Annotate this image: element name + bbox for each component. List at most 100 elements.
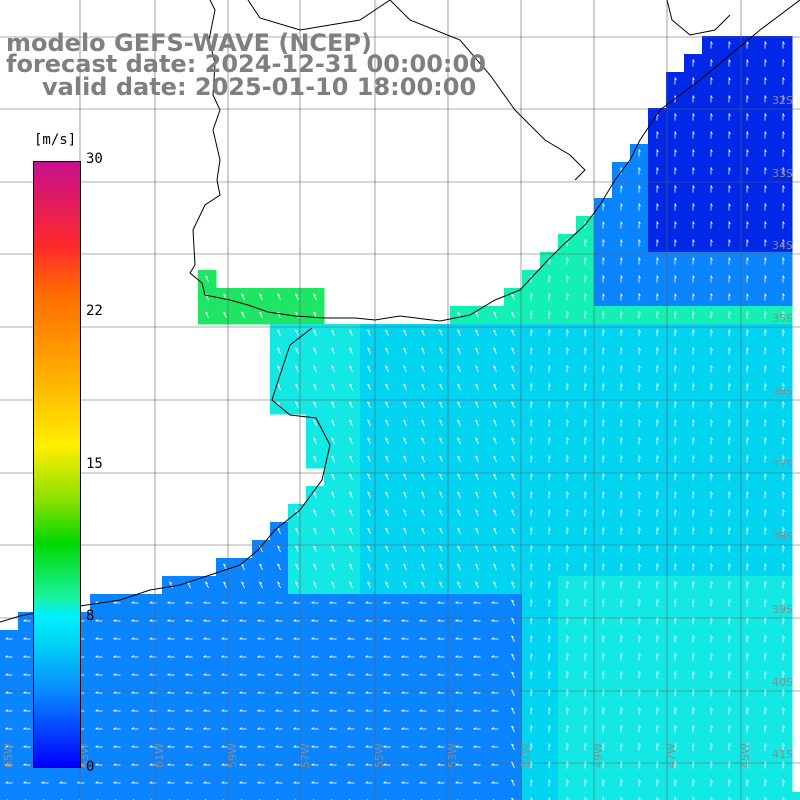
wind-arrow [403, 419, 407, 427]
wind-arrow-head [692, 365, 695, 369]
wind-arrow-head [385, 437, 389, 440]
wind-arrow [511, 329, 515, 337]
wind-speed-cell [90, 792, 109, 800]
wind-arrow-head [584, 509, 587, 513]
wind-arrow-head [728, 365, 731, 369]
wind-arrow-head [530, 509, 533, 513]
wind-arrow-head [257, 763, 261, 766]
wind-arrow-head [656, 257, 659, 261]
wind-speed-cell [594, 792, 613, 800]
wind-arrow-head [602, 275, 605, 279]
wind-arrow-head [311, 727, 315, 730]
wind-arrow-head [331, 581, 335, 584]
wind-arrow-head [383, 673, 387, 676]
wind-speed-cell [180, 792, 199, 800]
wind-arrow-head [764, 725, 767, 729]
wind-arrow-head [692, 563, 695, 567]
wind-speed-cell [324, 792, 343, 800]
wind-arrow-head [437, 673, 441, 676]
wind-arrow-head [710, 743, 713, 747]
wind-arrow-head [548, 653, 551, 657]
wind-arrow-head [401, 727, 405, 730]
wind-arrow-head [710, 365, 713, 369]
wind-speed-cell [144, 792, 163, 800]
wind-arrow-head [728, 383, 731, 387]
wind-arrow-head [566, 437, 569, 441]
wind-arrow-head [295, 509, 299, 512]
wind-arrow-head [475, 527, 479, 530]
wind-arrow-head [367, 347, 371, 350]
wind-arrow-head [259, 563, 263, 566]
wind-arrow-head [746, 527, 749, 531]
wind-arrow-head [674, 419, 677, 423]
wind-arrow-head [511, 311, 515, 314]
wind-arrow [439, 329, 443, 337]
wind-arrow-head [548, 455, 551, 459]
wind-arrow-head [656, 599, 659, 603]
wind-arrow-head [203, 781, 207, 784]
wind-arrow-head [674, 545, 677, 549]
wind-arrow-head [710, 455, 713, 459]
wind-speed-cell [540, 792, 559, 800]
wind-arrow-head [728, 149, 731, 153]
latitude-label: 32S [772, 94, 793, 107]
wind-arrow-head [566, 563, 569, 567]
wind-arrow-head [710, 491, 713, 495]
wind-arrow-head [638, 149, 641, 153]
wind-arrow-head [403, 419, 407, 422]
wind-speed-cell [702, 792, 721, 800]
wind-arrow-head [764, 527, 767, 531]
wind-arrow [277, 311, 281, 319]
wind-arrow-head [295, 401, 299, 404]
wind-arrow-head [455, 763, 459, 766]
wind-arrow-head [566, 527, 569, 531]
wind-arrow-head [511, 437, 515, 440]
wind-arrow-head [473, 673, 477, 676]
wind-arrow-head [455, 727, 459, 730]
wind-arrow-head [349, 401, 353, 404]
wind-arrow-head [692, 473, 695, 477]
wind-arrow-head [746, 185, 749, 189]
wind-arrow-head [566, 257, 569, 261]
wind-speed-cell [198, 792, 217, 800]
wind-arrow [511, 293, 515, 301]
wind-arrow [349, 437, 353, 445]
wind-arrow [421, 419, 425, 427]
wind-arrow-head [728, 779, 731, 783]
wind-arrow-head [473, 691, 477, 694]
wind-arrow-head [239, 745, 243, 748]
wind-arrow-head [746, 365, 749, 369]
wind-arrow-head [692, 419, 695, 423]
wind-arrow [331, 455, 335, 463]
wind-arrow-head [656, 743, 659, 747]
wind-arrow-head [329, 637, 333, 640]
wind-arrow-head [347, 709, 351, 712]
wind-arrow-head [692, 653, 695, 657]
wind-arrow-head [95, 727, 99, 730]
wind-arrow-head [419, 637, 423, 640]
wind-arrow [475, 437, 479, 445]
wind-arrow-head [419, 673, 423, 676]
wind-arrow-head [257, 673, 261, 676]
wind-arrow [331, 401, 335, 409]
wind-arrow-head [728, 275, 731, 279]
wind-speed-cell [288, 792, 307, 800]
wind-arrow-head [638, 419, 641, 423]
wind-arrow-head [383, 781, 387, 784]
wind-arrow-head [746, 779, 749, 783]
wind-arrow-head [638, 599, 641, 603]
wind-arrow-head [710, 599, 713, 603]
wind-arrow-head [746, 545, 749, 549]
wind-speed-cell [468, 792, 487, 800]
wind-arrow-head [275, 673, 279, 676]
wind-arrow-head [365, 673, 369, 676]
wind-arrow-head [421, 527, 425, 530]
wind-arrow-head [23, 619, 27, 622]
wind-arrow-head [167, 763, 171, 766]
wind-arrow-head [620, 257, 623, 261]
wind-arrow-head [674, 149, 677, 153]
wind-arrow-head [493, 509, 497, 512]
wind-arrow [457, 455, 461, 463]
wind-arrow-head [656, 239, 659, 243]
wind-arrow-head [584, 599, 587, 603]
